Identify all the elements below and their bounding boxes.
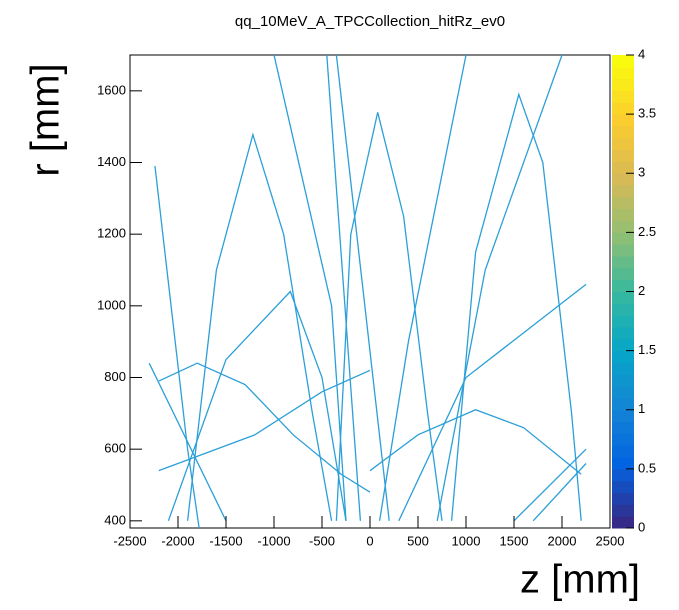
color-bar-segment [612,326,634,340]
hit-track [154,166,200,528]
y-tick-label: 600 [104,441,126,456]
color-bar-segment [612,350,634,363]
color-bar-segment [612,208,634,222]
hit-track [532,463,587,522]
color-bar-segment [612,338,634,352]
y-tick-label: 1600 [97,82,126,97]
color-bar-segment [612,114,634,127]
plot-area [148,55,587,528]
color-bar-segment [612,78,634,91]
x-tick-label: -1000 [257,533,290,548]
x-tick-label: -1500 [209,533,242,548]
x-tick-label: 0 [366,533,373,548]
x-tick-label: 500 [407,533,429,548]
color-bar-segment [612,66,634,80]
hit-track [378,55,467,521]
color-bar-label: 1.5 [638,342,656,357]
hit-track [186,132,333,521]
color-bar-label: 0.5 [638,460,656,475]
y-axis-label: r [mm] [24,63,68,176]
color-bar-segment [612,315,634,328]
color-bar-segment [612,90,634,103]
x-tick-label: -2000 [161,533,194,548]
hit-track [513,448,587,522]
hit-track [369,409,582,475]
x-tick-label: 2500 [596,533,625,548]
x-tick-label: 1000 [452,533,481,548]
color-bar-segment [612,468,634,482]
hit-track [158,369,371,472]
color-bar-segment [612,220,634,233]
hit-track [167,290,347,522]
color-bar-segment [612,55,634,68]
x-axis-label: z [mm] [520,558,640,602]
color-bar-segment [612,137,634,151]
color-bar-segment [612,125,634,139]
color-bar-label: 3 [638,165,645,180]
y-tick-label: 1400 [97,154,126,169]
y-tick-label: 400 [104,512,126,527]
color-bar-label: 2.5 [638,224,656,239]
color-bar-segment [612,303,634,316]
x-tick-label: 2000 [548,533,577,548]
color-bar-segment [612,433,634,446]
color-bar-segment [612,397,634,411]
hit-track [335,55,390,521]
color-bar-segment [612,232,634,245]
color-bar-segment [612,173,634,186]
hit-track [148,362,227,522]
color-bar-segment [612,161,634,174]
color-bar-segment [612,196,634,210]
color-bar-label: 0 [638,519,645,534]
hit-track [398,283,587,522]
color-bar-segment [612,374,634,387]
x-tick-label: 1500 [500,533,529,548]
color-bar-segment [612,445,634,458]
color-bar-segment [612,102,634,115]
hit-track [436,55,563,521]
hit-track [326,55,362,521]
y-tick-label: 1000 [97,297,126,312]
color-bar-segment [612,480,634,494]
plot-frame [129,54,611,529]
color-bar-segment [612,457,634,470]
y-tick-label: 1200 [97,226,126,241]
x-tick-label: -500 [309,533,335,548]
color-bar-label: 2 [638,283,645,298]
color-bar-segment [612,279,634,292]
color-bar-segment [612,409,634,423]
color-bar-segment [612,291,634,304]
color-bar-segment [612,492,634,505]
color-bar-segment [612,504,634,517]
color-bar-segment [612,386,634,399]
hit-track [273,55,347,521]
color-bar-segment [612,149,634,162]
chart-title: qq_10MeV_A_TPCCollection_hitRz_ev0 [235,13,505,30]
color-bar-segment [612,516,634,529]
x-tick-label: -2500 [113,533,146,548]
y-tick-label: 800 [104,369,126,384]
hit-track [158,362,371,493]
hit-track [335,112,443,521]
color-bar-label: 1 [638,401,645,416]
color-bar-segment [612,185,634,198]
color-bar-segment [612,267,634,281]
hit-track [450,92,582,521]
color-bar-segment [612,256,634,269]
color-bar-label: 4 [638,46,645,61]
color-bar-segment [612,421,634,434]
color-bar-label: 3.5 [638,106,656,121]
color-bar-segment [612,362,634,375]
color-bar-segment [612,244,634,257]
